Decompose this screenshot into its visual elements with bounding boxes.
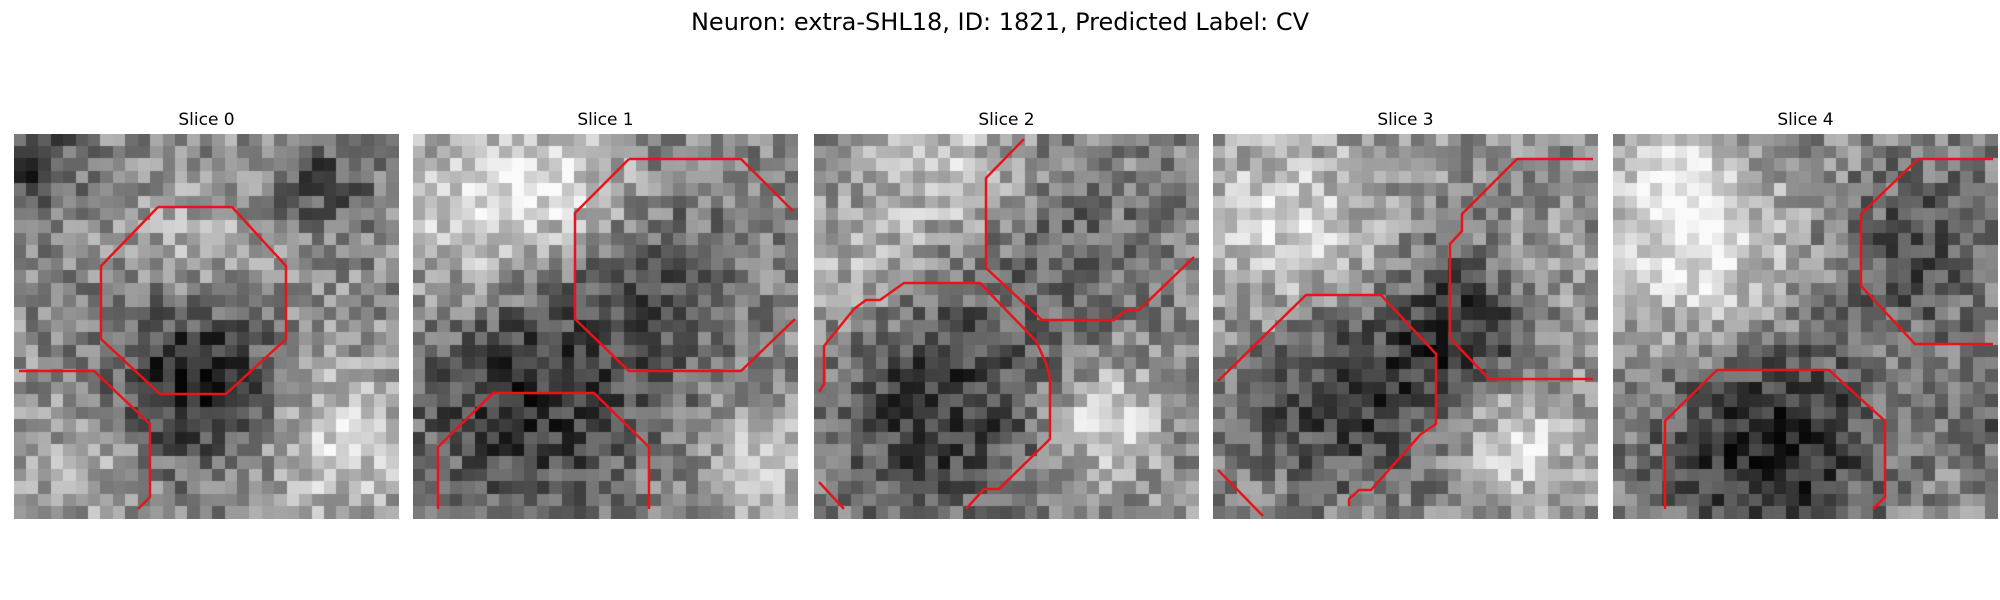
slice-panel-3: Slice 3 [1213,108,1598,519]
figure-title: Neuron: extra-SHL18, ID: 1821, Predicted… [690,8,1310,36]
slice-panel-4: Slice 4 [1613,108,1998,519]
slice-contours-2 [817,138,1195,510]
slice-image-4 [1613,134,1998,519]
slice-contours-3 [1217,157,1593,517]
slice-title-3: Slice 3 [1377,110,1434,130]
slice-title-1: Slice 1 [577,110,634,130]
slice-panel-1: Slice 1 [413,108,798,519]
slice-image-3 [1213,134,1598,519]
slice-panel-0: Slice 0 [14,108,399,519]
slice-image-0 [14,134,399,519]
slice-image-2 [814,134,1199,519]
slice-panel-2: Slice 2 [814,108,1199,519]
slice-title-4: Slice 4 [1777,110,1834,130]
slice-contours-4 [1663,157,1993,510]
slice-title-2: Slice 2 [978,110,1035,130]
slice-title-0: Slice 0 [178,110,235,130]
slice-contours-1 [436,157,796,509]
slice-image-1 [413,134,798,519]
slice-contours-0 [19,205,288,510]
